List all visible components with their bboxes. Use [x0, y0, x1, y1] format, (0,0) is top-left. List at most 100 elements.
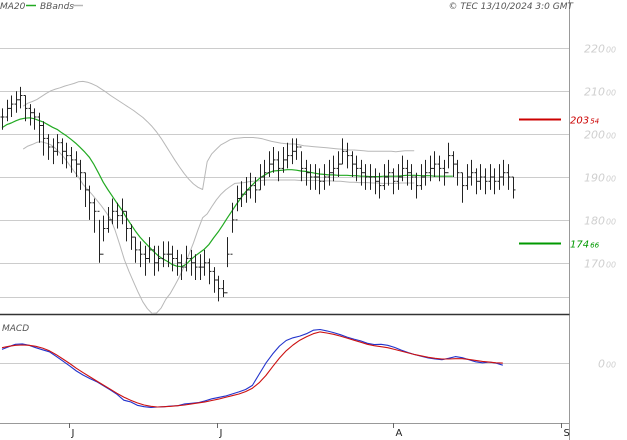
- price-bar: [432, 151, 437, 177]
- price-bar: [115, 202, 120, 229]
- legend-ma20-label: MA20: [0, 2, 26, 12]
- price-bar: [97, 210, 102, 263]
- price-bar: [354, 155, 359, 182]
- price-bar: [189, 249, 194, 276]
- price-bar: [253, 177, 258, 203]
- price-bar: [474, 168, 479, 195]
- price-bar: [161, 241, 166, 268]
- price-y-tick-label: 22000: [584, 43, 616, 56]
- price-bar: [409, 164, 414, 190]
- price-bar: [285, 142, 290, 169]
- price-bar: [14, 91, 19, 113]
- price-bar: [455, 159, 460, 186]
- price-bar: [262, 159, 267, 186]
- price-bar: [267, 151, 272, 177]
- macd-y-tick-label: 000: [598, 358, 616, 371]
- price-bar: [202, 249, 207, 276]
- price-bar: [492, 168, 497, 195]
- price-bar: [46, 134, 51, 160]
- price-bar: [331, 155, 336, 182]
- price-bar: [308, 164, 313, 190]
- price-bar: [373, 168, 378, 195]
- price-bar: [175, 249, 180, 276]
- price-bar: [129, 224, 134, 250]
- copyright-text: © TEC 13/10/2024 3:0 GMT: [448, 2, 574, 12]
- price-bar: [184, 245, 189, 272]
- price-bar: [23, 95, 28, 122]
- price-bar: [51, 138, 56, 165]
- price-bar: [87, 185, 92, 220]
- price-bar: [506, 164, 511, 190]
- price-bar: [377, 172, 382, 199]
- price-bar: [0, 108, 5, 130]
- price-bar: [92, 198, 97, 233]
- price-bar: [60, 138, 65, 165]
- price-bar: [258, 164, 263, 191]
- price-bar: [179, 254, 184, 280]
- price-bar: [143, 245, 148, 276]
- price-bar: [488, 164, 493, 190]
- price-bar: [359, 159, 364, 186]
- price-bar: [124, 210, 129, 242]
- price-bar: [74, 151, 79, 177]
- price-bar: [437, 155, 442, 182]
- price-bar: [414, 172, 419, 199]
- price-bar: [327, 159, 332, 186]
- ma20-polyline: [1, 117, 453, 268]
- price-bar: [501, 159, 506, 186]
- price-bar: [336, 151, 341, 177]
- price-y-tick-label: 17000: [584, 258, 616, 271]
- price-bar: [244, 177, 249, 203]
- price-bar: [133, 236, 138, 263]
- price-bar: [386, 159, 391, 186]
- price-bar: [212, 267, 217, 293]
- price-bar: [248, 172, 253, 199]
- price-bar: [106, 207, 111, 233]
- price-bar: [363, 164, 368, 190]
- price-bar: [322, 164, 327, 190]
- bb-upper-line: [22, 80, 415, 190]
- x-month-label: J: [219, 428, 223, 439]
- price-bar: [9, 95, 14, 117]
- price-bar: [28, 104, 33, 126]
- price-bar: [465, 164, 470, 190]
- ma20-line: [1, 117, 453, 268]
- price-bar: [230, 202, 235, 255]
- price-bar: [41, 121, 46, 156]
- price-bar: [304, 159, 309, 186]
- x-month-label: A: [396, 428, 403, 439]
- price-bar: [276, 151, 281, 182]
- price-bar: [405, 159, 410, 186]
- price-bar: [83, 172, 88, 207]
- x-month-ticks: JJASO: [69, 423, 570, 439]
- price-bar: [5, 99, 10, 122]
- x-month-label: S: [564, 428, 570, 439]
- price-bar: [382, 164, 387, 190]
- price-bar: [198, 254, 203, 280]
- price-bar: [446, 142, 451, 174]
- price-bar: [156, 245, 161, 272]
- price-bar: [460, 172, 465, 203]
- price-bar: [69, 147, 74, 173]
- price-bar: [138, 241, 143, 268]
- price-bar: [101, 215, 106, 255]
- price-y-tick-label: 21000: [584, 86, 616, 99]
- signal-line: [1, 331, 503, 408]
- price-bar: [235, 185, 240, 221]
- price-bar: [313, 164, 318, 190]
- price-bar: [216, 275, 221, 302]
- macd-lines: [1, 328, 503, 408]
- price-bar: [469, 159, 474, 186]
- price-bar: [18, 86, 23, 109]
- price-bar: [497, 164, 502, 190]
- price-bar: [120, 198, 125, 225]
- price-bar: [37, 112, 42, 143]
- price-bar: [428, 155, 433, 182]
- price-bar: [442, 159, 447, 186]
- price-bar: [271, 147, 276, 173]
- price-bar: [290, 138, 295, 165]
- price-bar: [511, 176, 516, 199]
- price-bar: [419, 164, 424, 190]
